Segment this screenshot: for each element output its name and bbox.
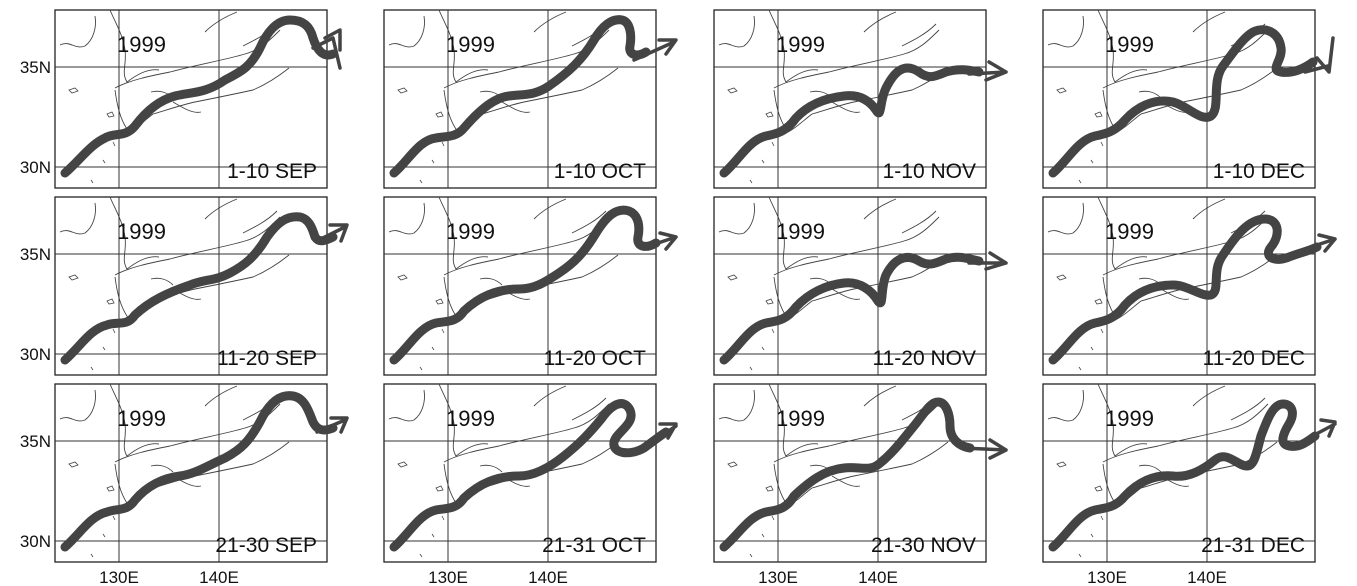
kuroshio-path: [60, 15, 338, 178]
year-label: 1999: [446, 219, 495, 244]
period-label: 21-30 NOV: [871, 534, 976, 557]
lon-label-140e: 140E: [528, 568, 568, 586]
map-panel: 1999 11-20 DEC: [1042, 196, 1337, 376]
kuroshio-path: [60, 391, 338, 552]
kuroshio-path: [60, 212, 338, 365]
map-panel: 1999 21-31 DEC: [1042, 383, 1337, 563]
year-label: 1999: [1105, 406, 1154, 431]
kuroshio-path: [389, 15, 651, 178]
period-label: 21-30 SEP: [215, 534, 317, 557]
map-panel: 1999 11-20 NOV: [713, 196, 1008, 376]
kuroshio-path: [1048, 214, 1322, 365]
kuroshio-path: [719, 63, 984, 178]
map-panel: 1999 11-20 SEP: [54, 196, 349, 376]
arrow-head: [311, 28, 342, 70]
arrow-head: [1303, 36, 1335, 74]
map-panel: 1999 21-31 OCT: [383, 383, 678, 563]
kuroshio-path: [719, 397, 975, 552]
period-label: 21-31 DEC: [1201, 534, 1305, 557]
map-panel: 1999 1-10 NOV: [713, 9, 1008, 189]
panel-frame: [1042, 9, 1316, 189]
panel-frame: [54, 9, 328, 189]
lon-label-130e: 130E: [428, 568, 468, 586]
year-label: 1999: [117, 32, 166, 57]
panel-frame: [713, 383, 987, 563]
period-label: 1-10 DEC: [1213, 160, 1305, 183]
kuroshio-path: [719, 252, 984, 365]
lat-label-30n: 30N: [20, 345, 51, 364]
year-label: 1999: [446, 32, 495, 57]
panel-frame: [54, 383, 328, 563]
lat-label-35n: 35N: [20, 245, 51, 264]
year-label: 1999: [117, 219, 166, 244]
period-label: 1-10 NOV: [883, 160, 976, 183]
lon-label-140e: 140E: [1187, 568, 1227, 586]
lon-label-140e: 140E: [199, 568, 239, 586]
arrow-head: [315, 416, 349, 434]
map-panel: 1999 21-30 SEP: [54, 383, 349, 563]
year-label: 1999: [776, 219, 825, 244]
lat-label-35n: 35N: [20, 432, 51, 451]
panel-frame: [1042, 383, 1316, 563]
arrow-head: [1303, 418, 1337, 442]
year-label: 1999: [776, 406, 825, 431]
kuroshio-path: [1048, 399, 1320, 552]
period-label: 11-20 SEP: [217, 347, 317, 370]
year-label: 1999: [117, 406, 166, 431]
arrow-head: [644, 231, 678, 251]
lon-label-130e: 130E: [1087, 568, 1127, 586]
map-panel: 1999 1-10 SEP: [54, 9, 342, 189]
arrow-head: [967, 60, 1008, 82]
kuroshio-path: [389, 399, 671, 552]
period-label: 11-20 OCT: [544, 347, 646, 370]
period-label: 21-31 OCT: [542, 534, 646, 557]
arrow-head: [315, 223, 349, 243]
panel-frame: [1042, 196, 1316, 376]
period-label: 1-10 OCT: [554, 160, 646, 183]
lat-label-30n: 30N: [20, 158, 51, 177]
panel-frame: [713, 9, 987, 189]
period-label: 11-20 NOV: [873, 347, 977, 370]
map-panel: 1999 1-10 OCT: [383, 9, 678, 189]
year-label: 1999: [1105, 32, 1154, 57]
arrow-head: [960, 438, 1008, 460]
map-panel: 1999 1-10 DEC: [1042, 9, 1335, 189]
lon-label-130e: 130E: [99, 568, 139, 586]
arrow-head: [632, 38, 678, 62]
panel-frame: [383, 196, 657, 376]
kuroshio-path: [389, 205, 661, 365]
panel-frame: [383, 383, 657, 563]
lat-label-35n: 35N: [20, 58, 51, 77]
panel-frame: [713, 196, 987, 376]
arrow-head: [647, 422, 678, 446]
map-panel: 1999 21-30 NOV: [713, 383, 1008, 563]
lon-label-130e: 130E: [758, 568, 798, 586]
period-label: 11-20 DEC: [1203, 347, 1305, 370]
kuroshio-path: [1048, 25, 1318, 178]
map-panel: 1999 11-20 OCT: [383, 196, 678, 376]
panel-frame: [54, 196, 328, 376]
panel-frame: [383, 9, 657, 189]
arrow-head: [967, 251, 1008, 271]
period-label: 1-10 SEP: [227, 160, 317, 183]
year-label: 1999: [1105, 219, 1154, 244]
year-label: 1999: [446, 406, 495, 431]
lon-label-140e: 140E: [858, 568, 898, 586]
lat-label-30n: 30N: [20, 532, 51, 551]
year-label: 1999: [776, 32, 825, 57]
arrow-head: [1303, 233, 1337, 253]
